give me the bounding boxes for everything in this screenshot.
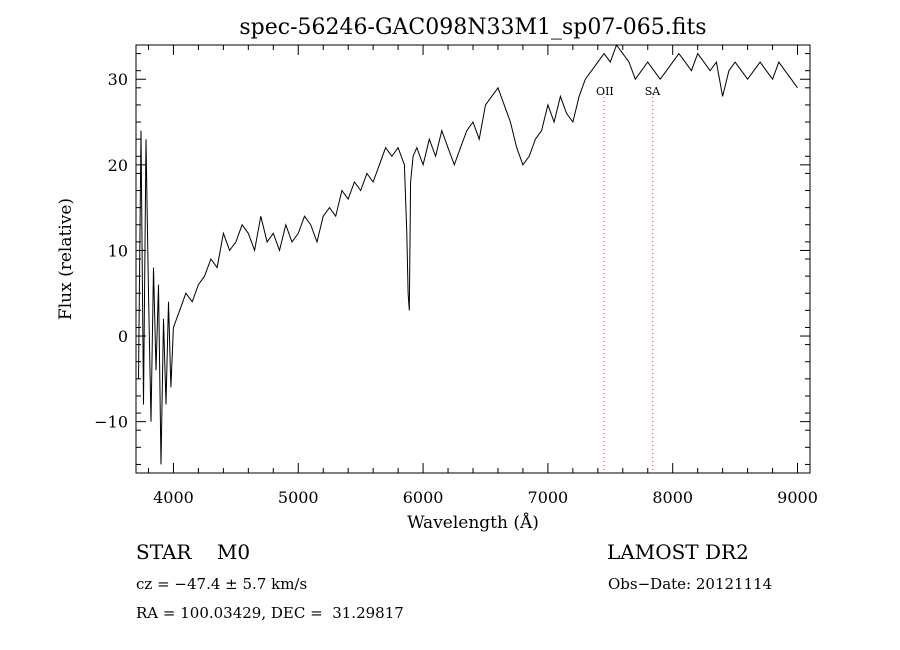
y-axis-label: Flux (relative) [56, 198, 76, 320]
y-tick-label: 0 [118, 327, 128, 346]
x-tick-label: 8000 [652, 488, 693, 507]
plot-frame [135, 44, 811, 474]
marker-label: OII [596, 85, 614, 98]
line-markers: OII SA [596, 85, 661, 473]
chart-title: spec-56246-GAC098N33M1_sp07-065.fits [239, 15, 706, 40]
x-tick-label: 5000 [278, 488, 319, 507]
x-axis-label: Wavelength (Å) [407, 512, 539, 533]
y-tick-label: 20 [108, 156, 128, 175]
x-tick-label: 7000 [528, 488, 569, 507]
redshift-label: cz = −47.4 ± 5.7 km/s [136, 575, 308, 593]
axis-ticks: 4000 5000 6000 7000 8000 9000 −10 0 10 20 30 [94, 45, 818, 507]
obs-date-label: Obs−Date: 20121114 [608, 575, 773, 593]
coordinates-label: RA = 100.03429, DEC = 31.29817 [136, 604, 404, 622]
series-group [138, 43, 798, 465]
y-tick-label: −10 [94, 413, 128, 432]
marker-label: SA [645, 85, 662, 98]
star-type-label: STAR M0 [136, 540, 251, 564]
x-tick-label: 4000 [153, 488, 194, 507]
spectrum-line [138, 43, 798, 465]
survey-label: LAMOST DR2 [607, 540, 749, 564]
x-tick-label: 6000 [403, 488, 444, 507]
y-tick-label: 10 [108, 241, 128, 260]
y-tick-label: 30 [108, 70, 128, 89]
x-tick-label: 9000 [777, 488, 818, 507]
